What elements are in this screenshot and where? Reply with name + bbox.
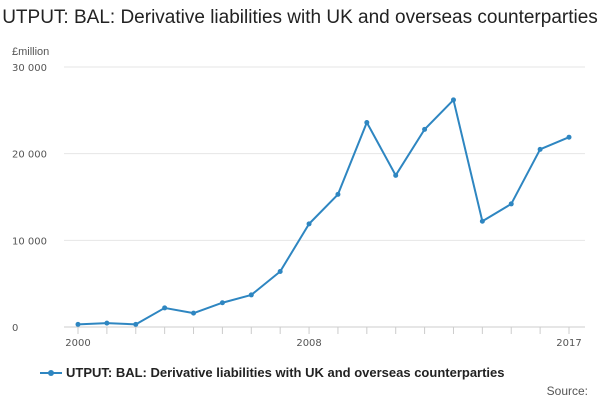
data-point xyxy=(191,310,197,316)
y-tick-label: 10 000 xyxy=(12,236,47,247)
x-tick-label: 2017 xyxy=(556,338,581,349)
y-tick-label: 0 xyxy=(12,323,18,334)
legend-swatch-icon xyxy=(40,368,62,378)
series-line xyxy=(77,98,570,326)
data-point xyxy=(248,292,254,298)
source-label: Source: xyxy=(546,384,588,398)
data-point xyxy=(566,134,572,140)
x-tick-label: 2000 xyxy=(65,338,90,349)
data-point xyxy=(219,300,225,306)
data-point xyxy=(75,321,81,327)
chart-title: UTPUT: BAL: Derivative liabilities with … xyxy=(2,7,598,28)
data-point xyxy=(335,191,341,197)
y-tick-label: 20 000 xyxy=(12,150,47,161)
legend-label: UTPUT: BAL: Derivative liabilities with … xyxy=(66,365,505,380)
data-point xyxy=(306,221,312,227)
y-unit-label: £million xyxy=(12,46,50,58)
data-point xyxy=(104,320,110,326)
data-point xyxy=(537,146,543,152)
legend[interactable]: UTPUT: BAL: Derivative liabilities with … xyxy=(40,365,505,380)
data-point xyxy=(162,305,168,311)
data-point xyxy=(450,97,456,103)
data-point xyxy=(133,321,139,327)
data-point xyxy=(422,126,428,132)
y-tick-label: 30 000 xyxy=(12,63,47,74)
data-point xyxy=(277,269,283,275)
x-tick-label: 2008 xyxy=(296,338,321,349)
data-point xyxy=(508,201,514,207)
data-point xyxy=(364,119,370,125)
legend-marker xyxy=(48,369,54,376)
data-point xyxy=(393,172,399,178)
data-point xyxy=(479,218,485,224)
